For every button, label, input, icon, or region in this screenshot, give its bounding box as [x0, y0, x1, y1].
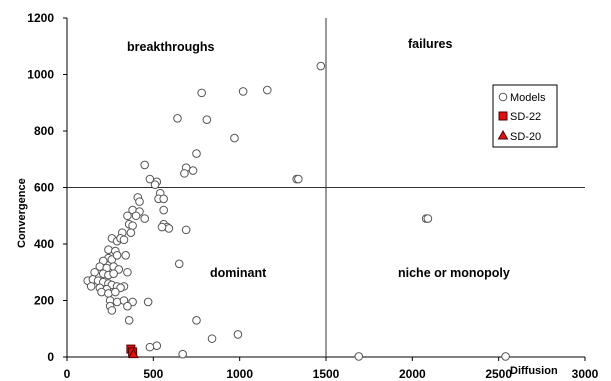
data-point-models [111, 287, 120, 297]
data-point-models [180, 169, 189, 178]
legend: Models SD-22 SD-20 [492, 84, 558, 148]
data-point-models [123, 211, 132, 221]
data-point-models [135, 197, 144, 206]
x-tick-label: 500 [143, 367, 163, 381]
legend-item-sd-20: SD-20 [497, 129, 541, 143]
data-point-models [124, 315, 134, 325]
data-point-sd-20 [128, 348, 139, 359]
y-tick-label: 200 [34, 294, 54, 308]
data-point-models [197, 88, 206, 98]
data-point-models [121, 251, 131, 260]
data-point-models [501, 352, 510, 361]
data-point-models [90, 267, 99, 277]
data-point-models [119, 235, 129, 245]
y-tick-label: 1000 [27, 68, 54, 82]
quadrant-label-niche-or-monopoly: niche or monopoly [398, 266, 510, 280]
data-point-models [230, 133, 239, 143]
data-point-models [143, 297, 153, 307]
data-point-models [112, 251, 122, 260]
x-axis-label: Diffusion [510, 365, 558, 377]
legend-item-models: Models [498, 92, 546, 104]
data-point-models [294, 174, 303, 184]
data-point-models [126, 228, 136, 237]
data-point-models [159, 194, 168, 204]
data-point-models [157, 222, 167, 232]
data-point-models [188, 166, 198, 175]
data-point-models [97, 287, 106, 297]
x-tick-label: 0 [64, 367, 71, 381]
data-point-models [316, 61, 326, 71]
data-point-models [140, 160, 149, 170]
data-point-models [423, 214, 433, 223]
data-point-models [145, 342, 155, 352]
data-point-models [164, 224, 174, 233]
data-point-models [150, 180, 160, 189]
data-point-models [123, 301, 132, 311]
data-point-models [107, 306, 117, 315]
data-point-models [152, 341, 162, 351]
data-point-models [238, 87, 248, 96]
data-point-models [174, 259, 184, 269]
y-tick-label: 0 [47, 350, 54, 364]
data-point-models [86, 282, 96, 291]
data-point-models [140, 214, 149, 223]
legend-label-sd-22: SD-22 [510, 111, 541, 123]
tick-labels: 0 500 1000 1500 2000 2500 3000 0 200 400 600 800 100… [27, 11, 598, 381]
data-point-models [112, 297, 122, 307]
data-point-models [202, 115, 212, 124]
quadrant-labels: breakthroughs failures dominant niche or… [127, 37, 510, 280]
data-point-models [104, 289, 113, 298]
y-tick-label: 800 [34, 124, 54, 138]
legend-label-sd-20: SD-20 [510, 131, 541, 143]
legend-marker-sd-22 [498, 111, 508, 121]
data-point-models [233, 330, 243, 339]
x-tick-label: 2500 [485, 367, 512, 381]
data-point-models [131, 211, 141, 221]
legend-marker-sd-20 [497, 129, 509, 140]
legend-label-models: Models [510, 92, 546, 104]
data-point-models [354, 352, 364, 361]
legend-item-sd-22: SD-22 [498, 111, 541, 123]
data-point-models [109, 269, 118, 278]
y-axis-label: Convergence [16, 178, 28, 248]
data-point-models [178, 349, 187, 359]
data-point-models [181, 225, 191, 235]
x-tick-label: 3000 [572, 367, 599, 381]
quadrant-label-failures: failures [408, 37, 453, 51]
data-point-models [104, 245, 113, 254]
quadrant-dividers [67, 18, 585, 357]
quadrant-label-dominant: dominant [210, 266, 267, 280]
y-tick-label: 1200 [27, 11, 54, 25]
data-point-models [159, 205, 168, 215]
data-point-models [192, 315, 201, 325]
data-point-models [262, 85, 272, 95]
x-tick-label: 1500 [313, 367, 340, 381]
legend-marker-models [498, 92, 508, 102]
data-points [83, 61, 510, 361]
data-point-models [123, 267, 132, 277]
data-point-models [128, 221, 137, 230]
y-tick-label: 600 [34, 181, 54, 195]
quadrant-label-breakthroughs: breakthroughs [127, 40, 215, 54]
x-tick-label: 2000 [399, 367, 426, 381]
data-point-models [207, 334, 217, 343]
data-point-models [173, 113, 182, 123]
x-tick-label: 1000 [226, 367, 253, 381]
y-tick-label: 400 [34, 237, 54, 251]
data-point-models [192, 149, 201, 158]
